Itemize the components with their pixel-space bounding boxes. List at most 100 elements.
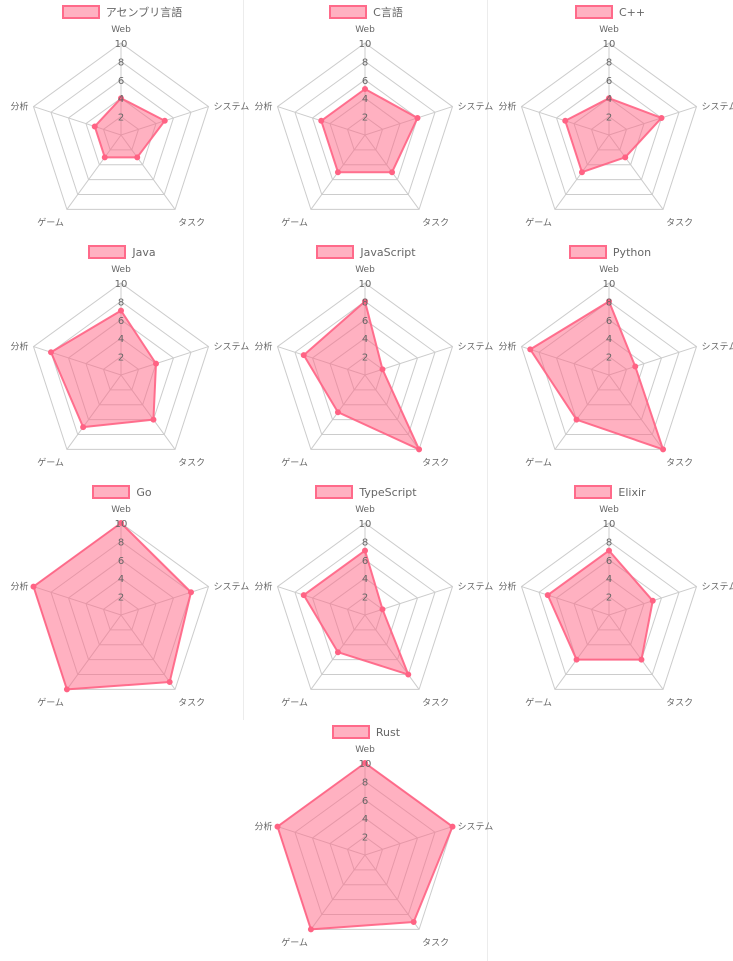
data-point[interactable] (161, 117, 168, 124)
data-point[interactable] (573, 416, 580, 423)
data-point[interactable] (632, 363, 639, 370)
tick-label: 6 (362, 316, 368, 327)
data-point[interactable] (658, 114, 665, 121)
chart-legend[interactable]: TypeScript (244, 483, 488, 501)
data-point[interactable] (152, 360, 159, 367)
data-point[interactable] (449, 823, 456, 830)
data-point[interactable] (638, 656, 645, 663)
data-point[interactable] (334, 169, 341, 176)
tick-label: 4 (362, 334, 368, 345)
data-point[interactable] (414, 114, 421, 121)
data-point[interactable] (91, 123, 98, 130)
data-point[interactable] (150, 416, 157, 423)
data-point[interactable] (300, 352, 307, 359)
tick-label: 8 (118, 297, 124, 308)
chart-legend[interactable]: C言語 (244, 3, 488, 21)
legend-swatch (92, 485, 131, 499)
data-point[interactable] (606, 547, 612, 554)
radar-chart: TypeScript 2 4 6 8 10 Web システム タスク ゲーム 分析 (244, 480, 493, 720)
tick-label: 10 (115, 279, 128, 290)
tick-label: 6 (362, 556, 368, 567)
data-point[interactable] (362, 86, 368, 92)
tick-label: 10 (359, 39, 372, 50)
data-point[interactable] (405, 671, 412, 678)
tick-label: 10 (115, 519, 128, 530)
axis-label: システム (701, 342, 733, 353)
chart-legend[interactable]: アセンブリ言語 (0, 3, 244, 21)
tick-label: 10 (359, 759, 372, 770)
axis-label: Web (599, 505, 619, 515)
data-point[interactable] (410, 918, 417, 925)
data-point[interactable] (660, 446, 667, 453)
data-point[interactable] (606, 298, 612, 305)
radar-chart: C言語 2 4 6 8 10 Web システム タスク ゲーム 分析 (244, 0, 493, 240)
data-point[interactable] (649, 597, 656, 604)
axis-label: システム (457, 342, 493, 353)
chart-legend[interactable]: Elixir (488, 483, 732, 501)
axis-label: ゲーム (281, 936, 308, 948)
data-point[interactable] (80, 424, 87, 431)
data-point[interactable] (334, 409, 341, 416)
data-point[interactable] (389, 169, 396, 176)
axis-label: 分析 (10, 101, 28, 113)
data-polygon (302, 549, 410, 676)
data-point[interactable] (118, 520, 124, 526)
data-point[interactable] (362, 298, 368, 305)
grid-ring (276, 282, 454, 450)
legend-label: Elixir (618, 485, 646, 499)
tick-label: 2 (362, 353, 368, 364)
data-point[interactable] (300, 592, 307, 599)
data-point[interactable] (606, 95, 612, 102)
data-point[interactable] (187, 589, 194, 596)
axis-label: システム (701, 582, 733, 593)
data-point[interactable] (578, 169, 585, 176)
data-point[interactable] (274, 823, 281, 830)
data-point[interactable] (573, 656, 580, 663)
data-point[interactable] (30, 583, 37, 590)
data-point[interactable] (101, 154, 108, 161)
axis-label: Web (599, 25, 619, 35)
data-point[interactable] (307, 926, 314, 933)
data-point[interactable] (118, 95, 124, 102)
data-point[interactable] (527, 346, 534, 353)
tick-label: 4 (606, 574, 612, 585)
data-point[interactable] (166, 678, 173, 685)
axis-label: 分析 (254, 821, 272, 833)
axis-label: タスク (422, 457, 449, 468)
data-point[interactable] (416, 446, 423, 453)
chart-legend[interactable]: JavaScript (244, 243, 488, 261)
column-divider (487, 0, 488, 961)
data-point[interactable] (134, 154, 141, 161)
axis-label: ゲーム (37, 456, 64, 468)
tick-label: 10 (115, 39, 128, 50)
data-point[interactable] (362, 760, 368, 766)
grid-ring (32, 42, 210, 210)
data-point[interactable] (63, 686, 70, 693)
data-point[interactable] (362, 547, 368, 554)
data-point[interactable] (544, 592, 551, 599)
legend-swatch (331, 725, 370, 739)
radar-chart: Python 2 4 6 8 10 Web システム タスク ゲーム 分析 (488, 240, 733, 480)
tick-label: 4 (362, 814, 368, 825)
axis-label: システム (457, 582, 493, 593)
legend-label: Go (136, 485, 152, 499)
chart-legend[interactable]: Rust (244, 723, 488, 741)
data-point[interactable] (318, 117, 325, 124)
data-point[interactable] (334, 649, 341, 656)
data-point[interactable] (118, 307, 124, 314)
chart-legend[interactable]: Java (0, 243, 244, 261)
chart-legend[interactable]: C++ (488, 3, 732, 21)
data-point[interactable] (622, 154, 629, 161)
data-point[interactable] (48, 349, 55, 356)
axis-label: 分析 (498, 581, 516, 593)
data-point[interactable] (562, 117, 569, 124)
data-point[interactable] (379, 366, 386, 373)
tick-label: 8 (362, 537, 368, 548)
chart-legend[interactable]: Python (488, 243, 732, 261)
axis-label: Web (111, 25, 131, 35)
chart-legend[interactable]: Go (0, 483, 244, 501)
data-point[interactable] (379, 606, 386, 613)
